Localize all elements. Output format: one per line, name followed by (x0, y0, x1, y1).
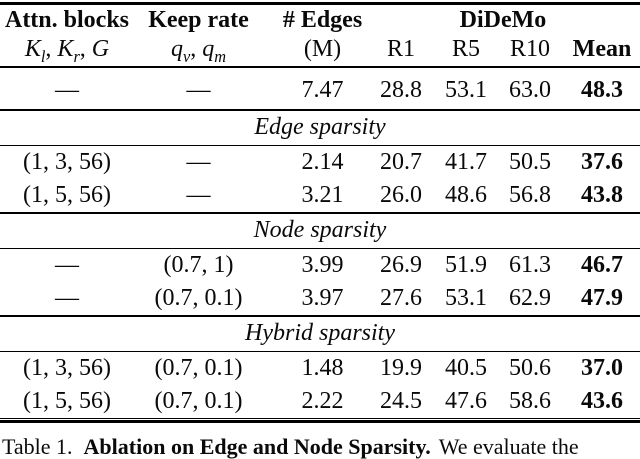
header-attn-blocks: Attn. blocks (4, 7, 130, 34)
cell-mean: 47.9 (581, 284, 623, 311)
caption-text: We evaluate the (438, 433, 579, 459)
caption-title: Ablation on Edge and Node Sparsity. (83, 433, 431, 459)
cell-r10: 62.9 (509, 284, 551, 311)
section-rule (0, 109, 640, 111)
cell-mean: 37.0 (581, 355, 623, 382)
cell-num-edges: 3.99 (301, 251, 344, 278)
cell-r1: 26.9 (380, 251, 422, 278)
section-rule (0, 144, 640, 146)
cell-attn-blocks: — (55, 251, 79, 278)
section-rule (0, 212, 640, 214)
cell-r5: 51.9 (445, 251, 487, 278)
cell-r1: 19.9 (380, 355, 422, 382)
header-edges-unit: (M) (303, 36, 342, 62)
cell-mean: 37.6 (581, 148, 623, 175)
cell-keep-rate: — (186, 148, 211, 175)
cell-keep-rate: (0.7, 0.1) (154, 284, 243, 311)
cell-r1: 24.5 (380, 388, 422, 415)
cell-r1: 26.0 (380, 181, 422, 208)
table-row: (1, 3, 56) (0.7, 0.1) 1.48 19.9 40.5 50.… (0, 352, 640, 386)
table-header-row-2: Kl, Kr, G qv, qm (M) R1 R5 R10 Mean (0, 36, 640, 64)
table-bottom-rule-gap (0, 419, 640, 421)
cell-keep-rate: — (186, 181, 211, 208)
section-rule (0, 247, 640, 249)
header-r5: R5 (451, 36, 480, 62)
table-row: (1, 3, 56) — 2.14 20.7 41.7 50.5 37.6 (0, 146, 640, 179)
cell-r10: 50.5 (509, 148, 551, 175)
cell-mean: 43.8 (581, 181, 623, 208)
cell-r5: 53.1 (445, 77, 487, 104)
cell-num-edges: 7.47 (301, 77, 344, 104)
section-rule (0, 315, 640, 317)
header-attn-symbols: Kl, Kr, G (24, 36, 110, 66)
cell-mean: 48.3 (581, 77, 623, 104)
cell-attn-blocks: (1, 5, 56) (23, 388, 111, 415)
cell-keep-rate: (0.7, 0.1) (154, 355, 243, 382)
section-label-edge-sparsity: Edge sparsity (254, 114, 386, 140)
cell-r10: 56.8 (509, 181, 551, 208)
cell-r5: 40.5 (445, 355, 487, 382)
section-label-hybrid-sparsity: Hybrid sparsity (245, 320, 395, 346)
table-bottom-rule-thin (0, 418, 640, 420)
cell-r5: 53.1 (445, 284, 487, 311)
header-r1: R1 (386, 36, 415, 62)
cell-keep-rate: (0.7, 0.1) (154, 388, 243, 415)
cell-attn-blocks: (1, 5, 56) (23, 181, 111, 208)
cell-attn-blocks: — (55, 284, 79, 311)
table-row: (1, 5, 56) — 3.21 26.0 48.6 56.8 43.8 (0, 179, 640, 212)
header-num-edges: # Edges (282, 7, 363, 34)
table-caption: Table 1. Ablation on Edge and Node Sparsi… (0, 434, 640, 459)
table-row: (1, 5, 56) (0.7, 0.1) 2.22 24.5 47.6 58.… (0, 386, 640, 418)
cell-keep-rate: (0.7, 1) (163, 251, 234, 278)
header-rule (0, 66, 640, 68)
cell-r5: 48.6 (445, 181, 487, 208)
cell-mean: 46.7 (581, 251, 623, 278)
cell-r10: 50.6 (509, 355, 551, 382)
cell-attn-blocks: (1, 3, 56) (23, 148, 111, 175)
cell-num-edges: 3.21 (301, 181, 344, 208)
table-header-row-1: Attn. blocks Keep rate # Edges DiDeMo (0, 5, 640, 37)
section-label-node-sparsity: Node sparsity (253, 217, 387, 243)
cell-r1: 28.8 (380, 77, 422, 104)
table-top-rule (0, 2, 640, 5)
table-row: — (0.7, 1) 3.99 26.9 51.9 61.3 46.7 (0, 249, 640, 282)
cell-keep-rate: — (186, 77, 211, 104)
header-group-didemo: DiDeMo (459, 7, 547, 34)
header-r10: R10 (509, 36, 550, 62)
table-row: — (0.7, 0.1) 3.97 27.6 53.1 62.9 47.9 (0, 282, 640, 315)
cell-r10: 63.0 (509, 77, 551, 104)
cell-num-edges: 1.48 (301, 355, 344, 382)
cell-attn-blocks: (1, 3, 56) (23, 355, 111, 382)
cell-r1: 27.6 (380, 284, 422, 311)
header-keep-symbols: qv, qm (170, 36, 227, 66)
cell-r5: 41.7 (445, 148, 487, 175)
cell-num-edges: 2.22 (301, 388, 344, 415)
cell-attn-blocks: — (55, 77, 79, 104)
section-rule (0, 350, 640, 352)
cell-r1: 20.7 (380, 148, 422, 175)
cell-num-edges: 2.14 (301, 148, 344, 175)
cell-r10: 58.6 (509, 388, 551, 415)
caption-number: Table 1. (2, 433, 73, 459)
cell-r5: 47.6 (445, 388, 487, 415)
table-row-baseline: — — 7.47 28.8 53.1 63.0 48.3 (0, 68, 640, 109)
cell-num-edges: 3.97 (301, 284, 344, 311)
cell-mean: 43.6 (581, 388, 623, 415)
cell-r10: 61.3 (509, 251, 551, 278)
header-mean: Mean (572, 36, 632, 62)
header-keep-rate: Keep rate (148, 7, 249, 34)
table-bottom-rule-thick (0, 420, 640, 423)
